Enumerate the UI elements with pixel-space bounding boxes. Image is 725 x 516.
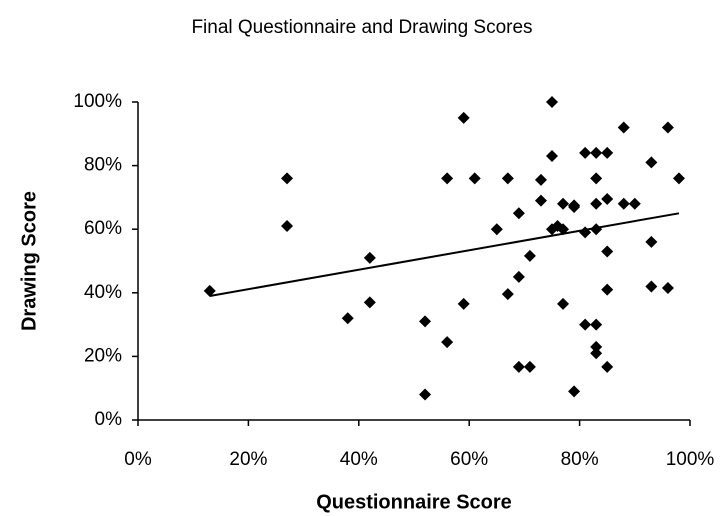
- point: [534, 194, 547, 207]
- point: [203, 284, 216, 297]
- point: [419, 388, 432, 401]
- point: [601, 245, 614, 258]
- point: [601, 360, 614, 373]
- x-tick-label: 60%: [450, 449, 488, 470]
- chart-title: Final Questionnaire and Drawing Scores: [191, 17, 532, 38]
- point: [628, 197, 641, 210]
- point: [568, 200, 581, 213]
- point: [512, 360, 525, 373]
- point: [419, 315, 432, 328]
- y-tick-label: 20%: [84, 345, 122, 366]
- point: [617, 121, 630, 134]
- point: [661, 282, 674, 295]
- point: [579, 318, 592, 331]
- point: [534, 173, 547, 186]
- y-tick-label: 60%: [84, 218, 122, 239]
- point: [512, 207, 525, 220]
- x-tick-label: 40%: [340, 449, 378, 470]
- point: [363, 251, 376, 264]
- point: [341, 312, 354, 325]
- point: [490, 223, 503, 236]
- x-tick-label: 0%: [124, 449, 152, 470]
- y-tick-label: 80%: [84, 155, 122, 176]
- y-axis-title: Drawing Score: [18, 191, 40, 331]
- x-tick-label: 100%: [666, 449, 715, 470]
- point: [441, 336, 454, 349]
- point: [523, 360, 536, 373]
- point: [523, 249, 536, 262]
- point: [281, 172, 294, 185]
- point: [457, 297, 470, 310]
- point: [590, 172, 603, 185]
- point: [590, 223, 603, 236]
- point: [568, 385, 581, 398]
- point: [441, 172, 454, 185]
- x-tick-label: 80%: [561, 449, 599, 470]
- point: [672, 172, 685, 185]
- point: [363, 296, 376, 309]
- y-tick-label: 100%: [73, 91, 122, 112]
- point: [546, 96, 558, 108]
- point: [590, 146, 603, 159]
- x-tick-label: 20%: [229, 449, 267, 470]
- point: [590, 340, 603, 353]
- point: [557, 297, 570, 310]
- point: [617, 197, 630, 210]
- point: [546, 150, 558, 163]
- point: [501, 172, 514, 185]
- point: [512, 270, 525, 283]
- point: [457, 111, 470, 124]
- point: [601, 283, 614, 296]
- point: [579, 146, 592, 159]
- point: [590, 347, 603, 360]
- trendline: [209, 212, 680, 297]
- y-tick-label: 0%: [95, 409, 123, 430]
- point: [557, 197, 570, 210]
- point: [661, 121, 674, 134]
- point: [645, 156, 658, 169]
- point: [501, 288, 514, 301]
- point: [590, 318, 603, 331]
- x-axis-title: Questionnaire Score: [316, 491, 512, 513]
- point: [645, 235, 658, 248]
- point: [281, 220, 294, 233]
- point: [645, 280, 658, 293]
- point: [590, 197, 603, 210]
- point: [601, 192, 614, 205]
- y-tick-label: 40%: [84, 282, 122, 303]
- point: [468, 172, 481, 185]
- point: [601, 146, 614, 159]
